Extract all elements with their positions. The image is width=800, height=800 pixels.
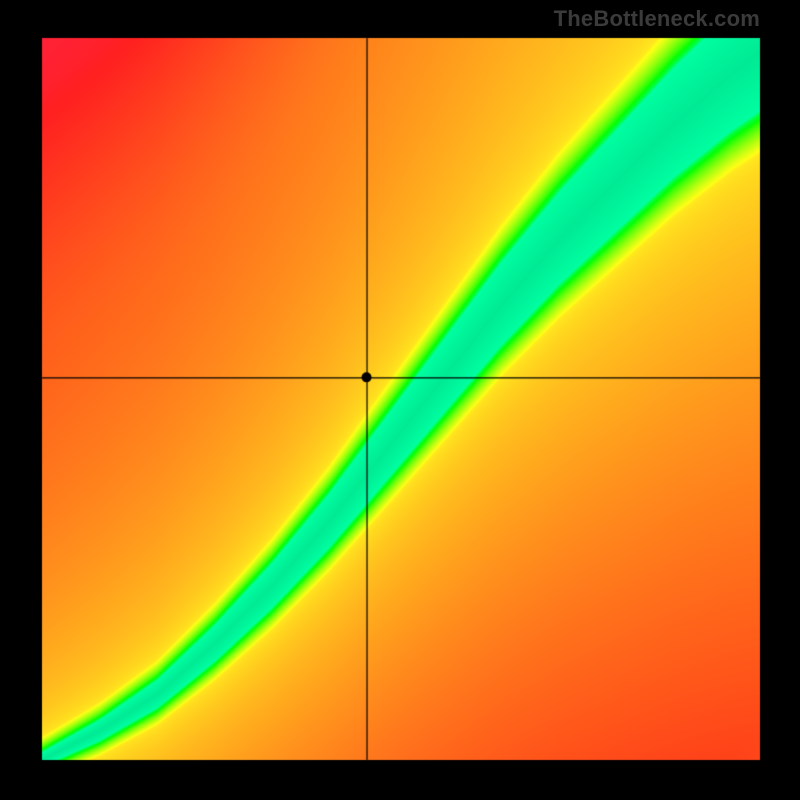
chart-container: { "watermark": { "text": "TheBottleneck.… (0, 0, 800, 800)
watermark-text: TheBottleneck.com (554, 6, 760, 32)
crosshair-overlay (0, 0, 800, 800)
